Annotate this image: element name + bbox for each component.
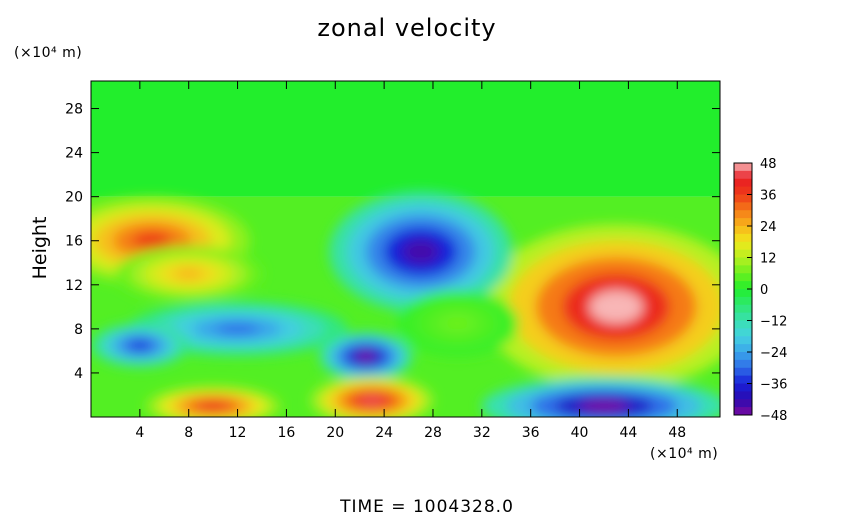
x-tick-label: 40	[571, 425, 589, 441]
colorbar-swatch	[734, 383, 752, 392]
x-axis: 4 8 12 16 20 24 28 32 36 40 44 48	[135, 81, 686, 441]
y-axis: 4 8 12 16 20 24 28	[65, 102, 720, 382]
x-tick-label: 20	[326, 425, 344, 441]
velocity-contour	[199, 402, 227, 410]
x-tick-label: 16	[278, 425, 296, 441]
y-tick-label: 16	[65, 234, 83, 250]
colorbar-swatch	[734, 296, 752, 306]
colorbar-swatch	[734, 320, 752, 329]
x-tick-label: 28	[424, 425, 442, 441]
x-tick-label: 48	[668, 425, 686, 441]
colorbar-swatch	[734, 218, 752, 227]
plot-frame	[90, 80, 721, 418]
colorbar-tick-label: −36	[760, 378, 787, 393]
colorbar-swatch	[734, 344, 752, 353]
colorbar-tick-label: −24	[760, 346, 787, 361]
velocity-features	[91, 191, 720, 417]
x-tick-label: 4	[135, 425, 144, 441]
colorbar-tick-label: −12	[760, 315, 787, 330]
x-axis-unit: (×10⁴ m)	[650, 446, 719, 462]
colorbar-tick-label: 24	[760, 220, 777, 235]
colorbar-swatch	[734, 233, 752, 243]
y-tick-label: 8	[74, 322, 83, 338]
colorbar: 48 36 24 12 0 −12 −24 −36 −48	[733, 157, 787, 424]
y-axis-unit: (×10⁴ m)	[14, 45, 83, 61]
x-tick-label: 36	[522, 425, 540, 441]
colorbar-swatch	[734, 273, 752, 282]
colorbar-swatch	[734, 281, 752, 290]
colorbar-tick-label: 36	[760, 189, 777, 204]
colorbar-swatch	[734, 249, 752, 258]
x-tick-label: 12	[229, 425, 247, 441]
colorbar-swatch	[734, 289, 752, 298]
colorbar-swatch	[734, 312, 752, 321]
colorbar-swatch	[734, 226, 752, 235]
velocity-contour	[215, 323, 260, 335]
colorbar-swatch	[734, 178, 752, 188]
y-tick-label: 24	[65, 146, 83, 162]
colorbar-tick-label: 12	[760, 252, 777, 267]
colorbar-swatch	[734, 257, 752, 266]
velocity-contour	[132, 231, 172, 250]
colorbar-tick-label: −48	[760, 409, 787, 424]
colorbar-swatch	[734, 170, 752, 180]
y-tick-label: 12	[65, 278, 83, 294]
colorbar-swatch	[734, 194, 752, 203]
colorbar-swatch	[734, 359, 752, 369]
velocity-contour	[174, 268, 204, 280]
colorbar-swatch	[734, 352, 752, 361]
y-tick-label: 28	[65, 102, 83, 118]
colorbar-swatch	[734, 265, 752, 274]
time-footer: TIME = 1004328.0	[340, 497, 514, 517]
colorbar-swatch	[734, 186, 752, 195]
chart-title: zonal velocity	[317, 14, 497, 42]
plot-area	[91, 81, 720, 417]
colorbar-swatch	[734, 210, 752, 219]
colorbar-swatch	[734, 336, 752, 345]
velocity-contour	[445, 316, 470, 330]
colorbar-tick-label: 48	[760, 157, 777, 172]
y-tick-label: 20	[65, 190, 83, 206]
colorbar-swatch	[734, 399, 752, 408]
colorbar-swatch	[734, 202, 752, 211]
x-tick-label: 32	[473, 425, 491, 441]
colorbar-swatch	[734, 304, 752, 314]
velocity-contour	[359, 395, 385, 406]
colorbar-swatch	[734, 375, 752, 384]
velocity-contour	[589, 290, 644, 324]
y-tick-label: 4	[74, 366, 83, 382]
x-tick-label: 24	[375, 425, 393, 441]
x-tick-label: 8	[184, 425, 193, 441]
colorbar-tick-label: 0	[760, 283, 768, 298]
colorbar-swatch	[734, 367, 752, 377]
uniform-field-region	[91, 81, 720, 197]
velocity-contour	[130, 340, 150, 350]
colorbar-swatch	[734, 328, 752, 337]
x-tick-label: 44	[619, 425, 637, 441]
colorbar-swatch	[734, 407, 752, 416]
velocity-contour	[356, 351, 376, 362]
colorbar-swatch	[734, 241, 752, 251]
velocity-contour	[402, 239, 440, 264]
velocity-contour	[579, 400, 629, 412]
colorbar-swatch	[734, 163, 752, 172]
colorbar-swatch	[734, 391, 752, 400]
